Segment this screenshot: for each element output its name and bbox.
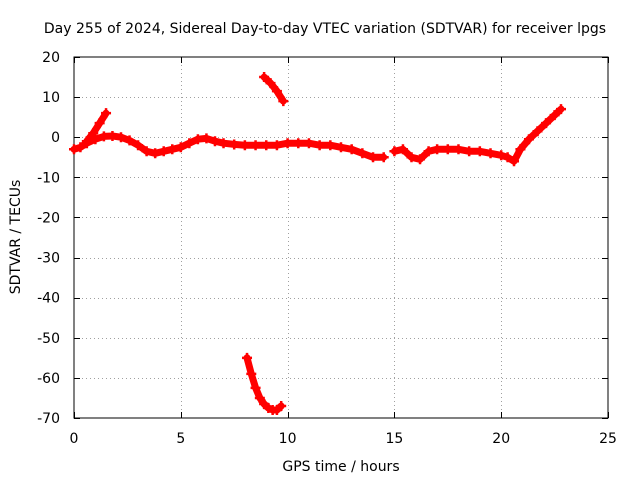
series-band-early-rise [83,109,110,145]
data-point [423,146,434,157]
chart-title: Day 255 of 2024, Sidereal Day-to-day VTE… [44,21,606,37]
data-point [229,139,240,150]
data-point [278,96,289,107]
y-tick-label: -70 [37,411,60,427]
data-point [509,156,520,167]
data-point [314,140,325,151]
data-point [175,142,186,153]
data-point [485,148,496,159]
x-axis-label: GPS time / hours [282,459,399,475]
x-tick-label: 25 [599,431,617,447]
data-point [184,138,195,149]
axis-ticks: 0 5 10 15 20 25 20 10 0 -10 -20 -30 -40 -50 -60 -70 [37,50,617,447]
data-point [541,118,552,129]
data-point [415,154,426,165]
data-point [523,134,534,145]
data-point [150,148,161,159]
data-point [282,138,293,149]
data-point [293,138,304,149]
data-point [271,86,282,97]
data-point [201,133,212,144]
x-tick-label: 5 [176,431,185,447]
data-point [556,104,567,115]
data-point [88,128,99,139]
data-point [98,131,109,142]
data-point [94,118,105,129]
data-point [532,126,543,137]
data-point [265,78,276,89]
data-point [432,144,443,155]
series-band-upper-arc [260,73,287,105]
data-point [107,131,118,142]
data-point [254,392,265,403]
data-point [69,144,79,155]
data-point [464,146,475,157]
data-point [250,140,261,151]
data-point [124,135,135,146]
data-point [239,140,250,151]
plot-frame [73,56,609,419]
data-point [141,146,152,157]
data-point [246,368,257,379]
data-point [276,400,287,411]
data-point [303,138,314,149]
x-tick-label: 15 [385,431,403,447]
data-point [336,142,346,153]
data-point [133,140,144,151]
y-axis-label: SDTVAR / TECUs [8,180,24,295]
data-point [346,144,357,155]
data-point [442,144,453,155]
data-point [209,136,220,147]
data-point [261,140,272,151]
data-point [115,132,126,143]
y-tick-label: 0 [51,130,60,146]
data-point [502,152,513,163]
y-tick-label: -10 [37,170,60,186]
y-tick-label: -20 [37,210,60,226]
data-point [474,146,485,157]
y-tick-label: 10 [42,90,60,106]
data-point [378,152,389,163]
x-tick-label: 0 [70,431,79,447]
data-point [218,138,229,149]
data-point [453,144,464,155]
grid [74,57,608,418]
data-point [250,382,261,393]
data-point [368,152,379,163]
series-band-main-2 [390,105,565,165]
data-point [75,142,86,153]
data-point [192,134,203,145]
data-point [101,108,112,119]
data-point [515,144,526,155]
data-point [81,136,92,147]
data-point [496,150,507,161]
data-point [259,72,270,83]
y-tick-label: 20 [42,50,60,66]
y-tick-label: -50 [37,331,60,347]
data-points [69,72,567,415]
data-point [406,152,417,163]
y-tick-label: -60 [37,371,60,387]
data-point [242,352,253,363]
data-point [325,140,336,151]
data-point [549,110,560,121]
x-tick-label: 20 [492,431,510,447]
data-point [158,146,169,157]
data-point [389,146,400,157]
data-point [167,144,178,155]
x-tick-label: 10 [279,431,297,447]
y-tick-label: -40 [37,291,60,307]
data-point [397,144,408,155]
y-tick-label: -30 [37,251,60,267]
data-point [357,148,368,159]
data-point [271,140,282,151]
